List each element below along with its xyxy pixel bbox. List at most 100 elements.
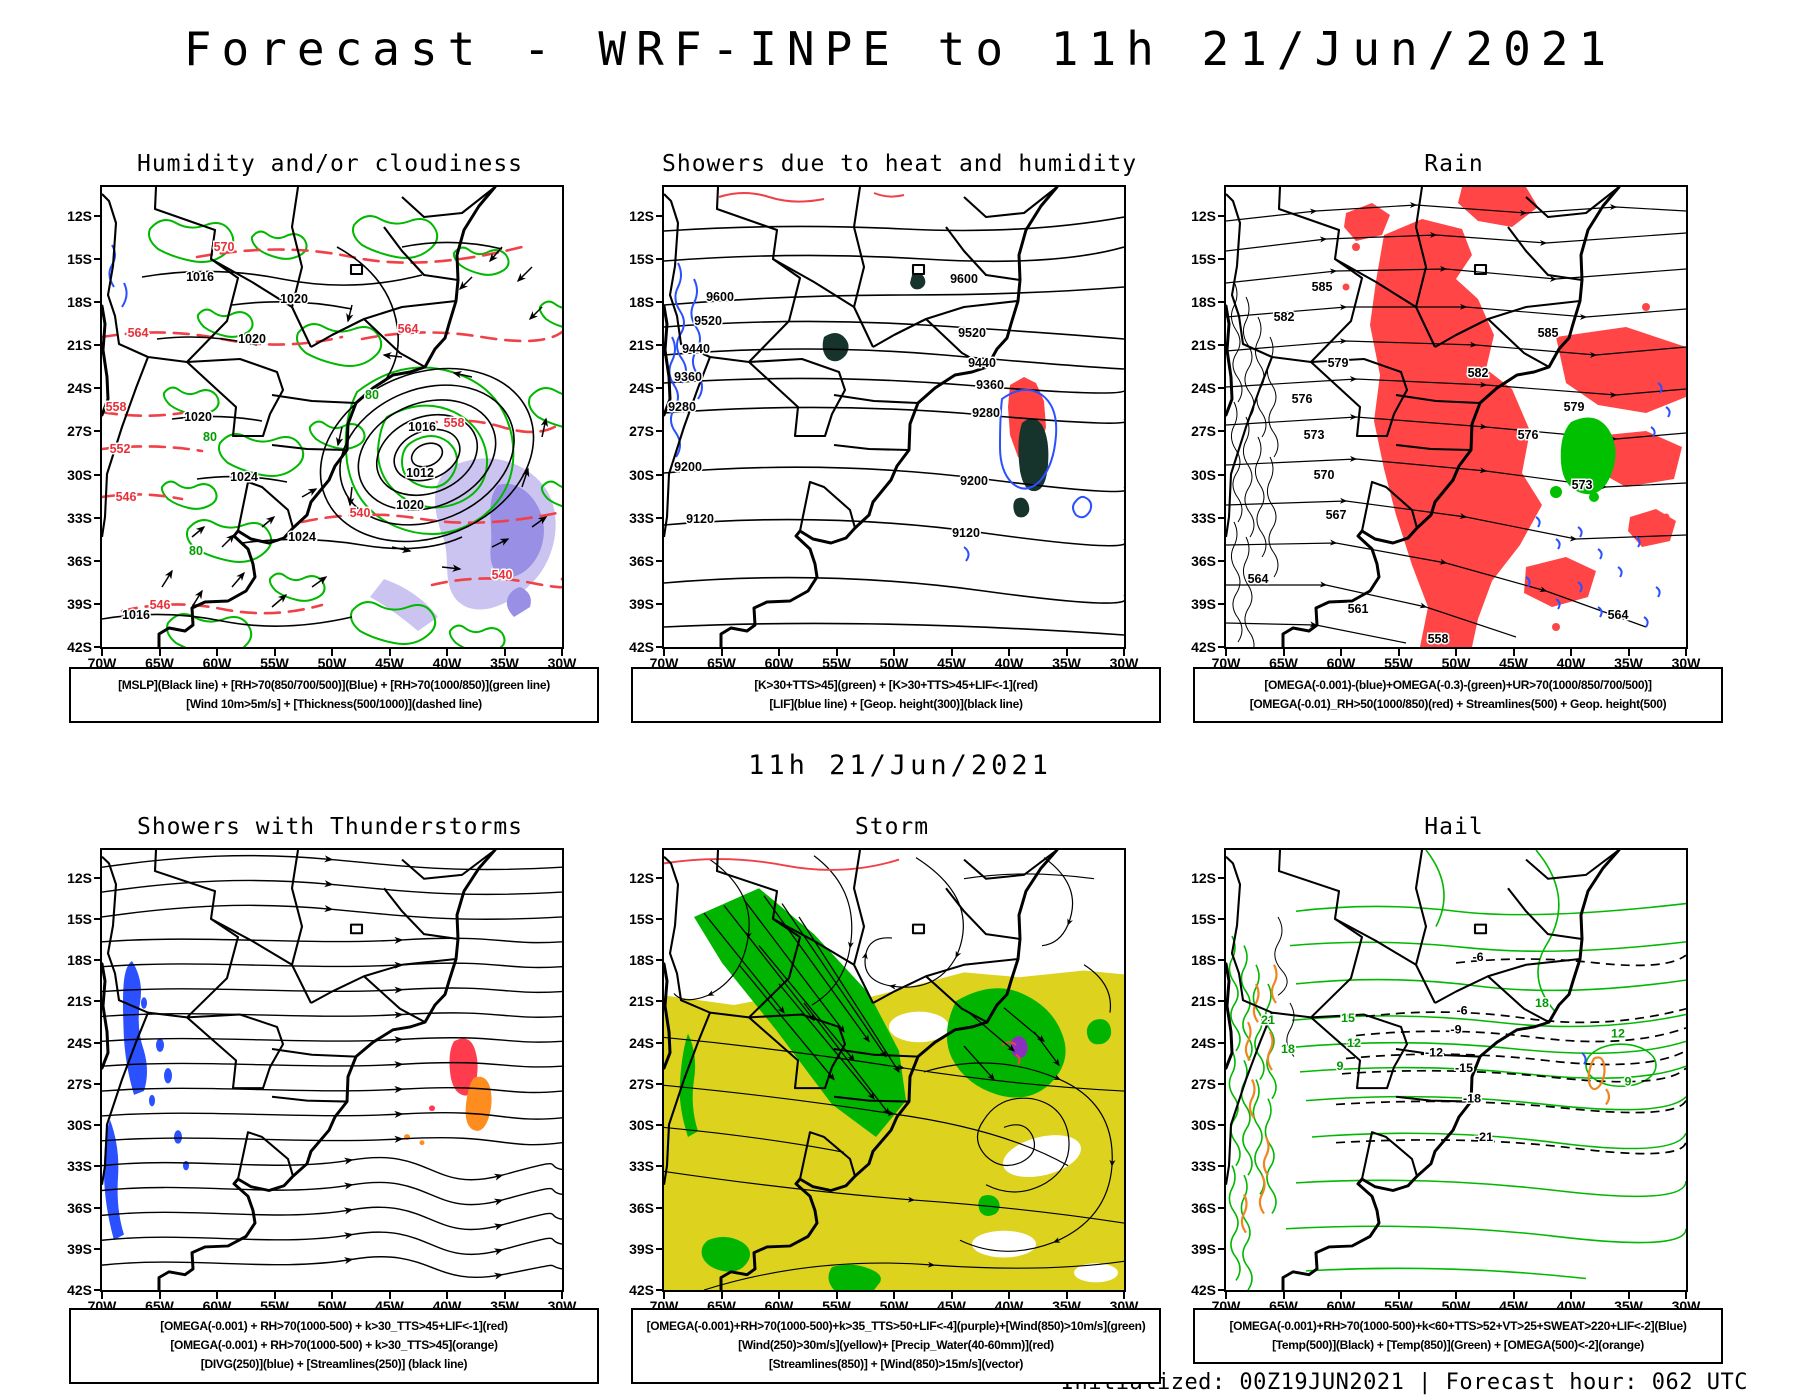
- lat-tick-label: 42S: [67, 1282, 92, 1298]
- lat-tick-label: 12S: [629, 207, 654, 224]
- contour-label: 579: [1328, 356, 1349, 370]
- lon-tick-mark: [216, 647, 218, 656]
- lat-tick-label: 39S: [629, 595, 654, 612]
- lon-tick-mark: [158, 1290, 161, 1299]
- map-svg-rain: 585 585 582 582 579 579 576 576 573 573 570 567 564 5…: [1226, 187, 1686, 647]
- contour-label: 567: [1326, 508, 1347, 522]
- divg-blue-areas: [104, 960, 189, 1241]
- mid-time-label: 11h 21/Jun/2021: [748, 750, 1052, 781]
- contour-label: 1024: [230, 470, 258, 484]
- lon-tick-mark: [1340, 1290, 1342, 1299]
- contour-label: 9600: [950, 272, 978, 286]
- map-showers-heat: 9600 9520 9440 9360 9280 9200 9120 9600 9520 9440…: [629, 185, 1138, 671]
- lon-tick-mark: [1512, 647, 1515, 656]
- lon-tick-mark: [1225, 647, 1227, 656]
- lon-tick-mark: [1397, 647, 1400, 656]
- lon-tick-mark: [778, 647, 780, 656]
- caption-line: [MSLP](Black line) + [RH>70(850/700/500)…: [118, 678, 550, 692]
- lat-tick-label: 36S: [67, 1199, 92, 1216]
- contour-label: 1016: [122, 608, 150, 622]
- map-thunderstorms: 12S 15S 18S 21S 24S 27S 30S 33S 36S 39S 42S 70W 65W 6…: [67, 848, 576, 1314]
- lat-tick-label: 15S: [1191, 910, 1216, 927]
- wind-arrows: [161, 246, 549, 608]
- lat-tick-mark: [656, 959, 664, 961]
- lat-tick-mark: [1218, 646, 1226, 648]
- lat-tick-label: 15S: [629, 250, 654, 267]
- lat-tick-mark: [1218, 559, 1226, 562]
- lat-tick-mark: [94, 430, 102, 433]
- contour-label: 564: [1608, 608, 1629, 622]
- lat-tick-mark: [1218, 1247, 1226, 1250]
- lat-tick-label: 12S: [629, 869, 654, 886]
- lon-tick-mark: [503, 1290, 506, 1299]
- caption-line: [OMEGA(-0.001)-(blue)+OMEGA(-0.3)-(green…: [1264, 678, 1652, 692]
- lon-tick-mark: [893, 647, 895, 656]
- contour-label: 9440: [682, 342, 710, 356]
- map-rain: 585 585 582 582 579 579 576 576 573 573 570 567 564 5…: [1191, 185, 1700, 671]
- top-red-contour: [664, 858, 900, 871]
- lat-tick-label: 42S: [629, 1282, 654, 1298]
- lat-tick-label: 42S: [1191, 639, 1216, 655]
- contour-label: 9360: [976, 378, 1004, 392]
- map-storm: 12S 15S 18S 21S 24S 27S 30S 33S 36S 39S 42S 70W 65W 6…: [629, 848, 1138, 1314]
- lat-tick-mark: [94, 1082, 102, 1085]
- lat-tick-label: 24S: [629, 1034, 654, 1051]
- omega-green-area: [1550, 417, 1616, 502]
- panel-thunderstorms: Showers with Thunderstorms: [67, 814, 599, 1384]
- caption-line: [OMEGA(-0.001)+RH>70(1000-500)+k<60+TTS>…: [1229, 1319, 1687, 1333]
- lat-tick-label: 27S: [67, 423, 92, 440]
- lat-tick-label: 15S: [67, 910, 92, 927]
- lon-tick-mark: [1685, 1290, 1687, 1299]
- contour-label: 558: [1428, 632, 1449, 646]
- lat-tick-label: 36S: [629, 1199, 654, 1216]
- lat-tick-label: 36S: [67, 552, 92, 569]
- lon-tick-mark: [331, 647, 333, 656]
- lat-tick-mark: [656, 1289, 664, 1291]
- lat-tick-mark: [656, 1206, 664, 1209]
- lon-tick-mark: [1065, 1290, 1068, 1299]
- lon-tick-mark: [1282, 1290, 1285, 1299]
- lat-tick-mark: [1218, 1041, 1226, 1044]
- lat-tick-label: 33S: [629, 1158, 654, 1175]
- contour-label: 558: [444, 416, 465, 430]
- lat-tick-label: 18S: [67, 294, 92, 310]
- lon-tick-mark: [101, 1290, 103, 1299]
- lat-tick-label: 18S: [629, 952, 654, 968]
- contour-label: -12: [1425, 1046, 1443, 1060]
- lat-tick-label: 24S: [1191, 1034, 1216, 1051]
- contour-label: 9360: [674, 370, 702, 384]
- panel-title: Showers due to heat and humidity: [662, 151, 1138, 177]
- contour-label: 582: [1274, 310, 1295, 324]
- panel-storm: Storm: [629, 814, 1161, 1384]
- lat-tick-mark: [656, 1247, 664, 1250]
- caption-line: [DIVG(250)](blue) + [Streamlines(250)] (…: [200, 1357, 468, 1372]
- contour-label: 80: [365, 388, 379, 402]
- lat-tick-label: 39S: [67, 595, 92, 612]
- contour-label: 18: [1535, 996, 1549, 1010]
- figure-title: Forecast - WRF-INPE to 11h 21/Jun/2021: [183, 22, 1617, 76]
- lon-tick-mark: [158, 647, 161, 656]
- lon-tick-mark: [331, 1290, 333, 1299]
- lat-tick-mark: [94, 1206, 102, 1209]
- lat-tick-mark: [94, 1165, 102, 1168]
- lat-tick-mark: [656, 917, 664, 920]
- lat-tick-mark: [94, 559, 102, 562]
- lat-tick-label: 18S: [629, 294, 654, 310]
- panel-title: Showers with Thunderstorms: [136, 814, 524, 840]
- lat-tick-label: 24S: [1191, 380, 1216, 397]
- wind850-hatch-arrows: [703, 895, 1060, 1116]
- lat-tick-label: 24S: [67, 380, 92, 397]
- lon-tick-mark: [388, 1290, 391, 1299]
- contour-label: 570: [214, 240, 235, 254]
- lat-tick-mark: [1218, 876, 1226, 879]
- lon-tick-mark: [893, 1290, 895, 1299]
- contour-label: 12: [1347, 1036, 1361, 1050]
- lat-tick-mark: [1218, 1289, 1226, 1291]
- lat-tick-mark: [1218, 1165, 1226, 1168]
- contour-label: 1024: [288, 530, 316, 544]
- contour-label: 573: [1572, 478, 1593, 492]
- lat-tick-label: 27S: [629, 1075, 654, 1092]
- contour-label: 9120: [686, 512, 714, 526]
- lat-tick-mark: [94, 1124, 102, 1126]
- contour-label: 9440: [968, 356, 996, 370]
